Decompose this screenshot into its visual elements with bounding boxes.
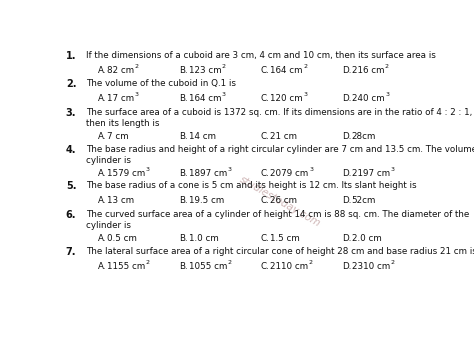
Text: 1155 cm: 1155 cm xyxy=(107,262,145,271)
Text: 2: 2 xyxy=(135,64,139,69)
Text: C.: C. xyxy=(261,132,270,141)
Text: 14 cm: 14 cm xyxy=(189,132,216,141)
Text: The base radius of a cone is 5 cm and its height is 12 cm. Its slant height is: The base radius of a cone is 5 cm and it… xyxy=(86,181,416,191)
Text: C.: C. xyxy=(261,94,270,103)
Text: B.: B. xyxy=(179,234,188,243)
Text: 2110 cm: 2110 cm xyxy=(270,262,308,271)
Text: 3: 3 xyxy=(385,92,389,97)
Text: 164 cm: 164 cm xyxy=(189,94,221,103)
Text: A.: A. xyxy=(98,169,106,178)
Text: B.: B. xyxy=(179,262,188,271)
Text: studiestoday.com: studiestoday.com xyxy=(237,175,322,229)
Text: 2: 2 xyxy=(385,64,389,69)
Text: 1579 cm: 1579 cm xyxy=(107,169,145,178)
Text: 2: 2 xyxy=(146,260,150,264)
Text: 216 cm: 216 cm xyxy=(352,66,384,75)
Text: 5.: 5. xyxy=(66,181,76,192)
Text: B.: B. xyxy=(179,169,188,178)
Text: 240 cm: 240 cm xyxy=(352,94,384,103)
Text: B.: B. xyxy=(179,196,188,205)
Text: 1.: 1. xyxy=(66,51,76,61)
Text: 3: 3 xyxy=(228,167,231,171)
Text: 6.: 6. xyxy=(66,210,76,220)
Text: B.: B. xyxy=(179,132,188,141)
Text: 2: 2 xyxy=(228,260,232,264)
Text: 3: 3 xyxy=(391,167,394,171)
Text: C.: C. xyxy=(261,66,270,75)
Text: 2310 cm: 2310 cm xyxy=(352,262,390,271)
Text: 1.5 cm: 1.5 cm xyxy=(270,234,300,243)
Text: D.: D. xyxy=(343,262,352,271)
Text: 3: 3 xyxy=(309,167,313,171)
Text: The base radius and height of a right circular cylinder are 7 cm and 13.5 cm. Th: The base radius and height of a right ci… xyxy=(86,144,474,165)
Text: 123 cm: 123 cm xyxy=(189,66,221,75)
Text: 3: 3 xyxy=(146,167,150,171)
Text: If the dimensions of a cuboid are 3 cm, 4 cm and 10 cm, then its surface area is: If the dimensions of a cuboid are 3 cm, … xyxy=(86,51,436,60)
Text: 2079 cm: 2079 cm xyxy=(270,169,309,178)
Text: The lateral surface area of a right circular cone of height 28 cm and base radiu: The lateral surface area of a right circ… xyxy=(86,247,474,256)
Text: 17 cm: 17 cm xyxy=(107,94,134,103)
Text: 2: 2 xyxy=(303,64,307,69)
Text: 164 cm: 164 cm xyxy=(270,66,302,75)
Text: 1.0 cm: 1.0 cm xyxy=(189,234,219,243)
Text: 7.: 7. xyxy=(66,247,76,256)
Text: A.: A. xyxy=(98,66,106,75)
Text: 7 cm: 7 cm xyxy=(107,132,128,141)
Text: 0.5 cm: 0.5 cm xyxy=(107,234,137,243)
Text: 82 cm: 82 cm xyxy=(107,66,134,75)
Text: C.: C. xyxy=(261,196,270,205)
Text: D.: D. xyxy=(343,132,352,141)
Text: C.: C. xyxy=(261,234,270,243)
Text: 28cm: 28cm xyxy=(352,132,376,141)
Text: 2: 2 xyxy=(391,260,395,264)
Text: D.: D. xyxy=(343,169,352,178)
Text: 1897 cm: 1897 cm xyxy=(189,169,227,178)
Text: A.: A. xyxy=(98,94,106,103)
Text: 2197 cm: 2197 cm xyxy=(352,169,390,178)
Text: D.: D. xyxy=(343,94,352,103)
Text: 2.: 2. xyxy=(66,79,76,89)
Text: 3.: 3. xyxy=(66,108,76,118)
Text: 26 cm: 26 cm xyxy=(270,196,297,205)
Text: 3: 3 xyxy=(222,92,226,97)
Text: D.: D. xyxy=(343,234,352,243)
Text: A.: A. xyxy=(98,132,106,141)
Text: A.: A. xyxy=(98,234,106,243)
Text: 52cm: 52cm xyxy=(352,196,376,205)
Text: C.: C. xyxy=(261,262,270,271)
Text: 19.5 cm: 19.5 cm xyxy=(189,196,224,205)
Text: 2: 2 xyxy=(222,64,226,69)
Text: 21 cm: 21 cm xyxy=(270,132,297,141)
Text: The volume of the cuboid in Q.1 is: The volume of the cuboid in Q.1 is xyxy=(86,79,236,88)
Text: 2.0 cm: 2.0 cm xyxy=(352,234,382,243)
Text: 2: 2 xyxy=(309,260,313,264)
Text: 13 cm: 13 cm xyxy=(107,196,134,205)
Text: 3: 3 xyxy=(303,92,308,97)
Text: 4.: 4. xyxy=(66,144,76,154)
Text: The curved surface area of a cylinder of height 14 cm is 88 sq. cm. The diameter: The curved surface area of a cylinder of… xyxy=(86,210,469,230)
Text: 1055 cm: 1055 cm xyxy=(189,262,227,271)
Text: The surface area of a cuboid is 1372 sq. cm. If its dimensions are in the ratio : The surface area of a cuboid is 1372 sq.… xyxy=(86,108,472,128)
Text: B.: B. xyxy=(179,94,188,103)
Text: B.: B. xyxy=(179,66,188,75)
Text: 120 cm: 120 cm xyxy=(270,94,303,103)
Text: A.: A. xyxy=(98,262,106,271)
Text: D.: D. xyxy=(343,66,352,75)
Text: D.: D. xyxy=(343,196,352,205)
Text: C.: C. xyxy=(261,169,270,178)
Text: 3: 3 xyxy=(135,92,139,97)
Text: A.: A. xyxy=(98,196,106,205)
